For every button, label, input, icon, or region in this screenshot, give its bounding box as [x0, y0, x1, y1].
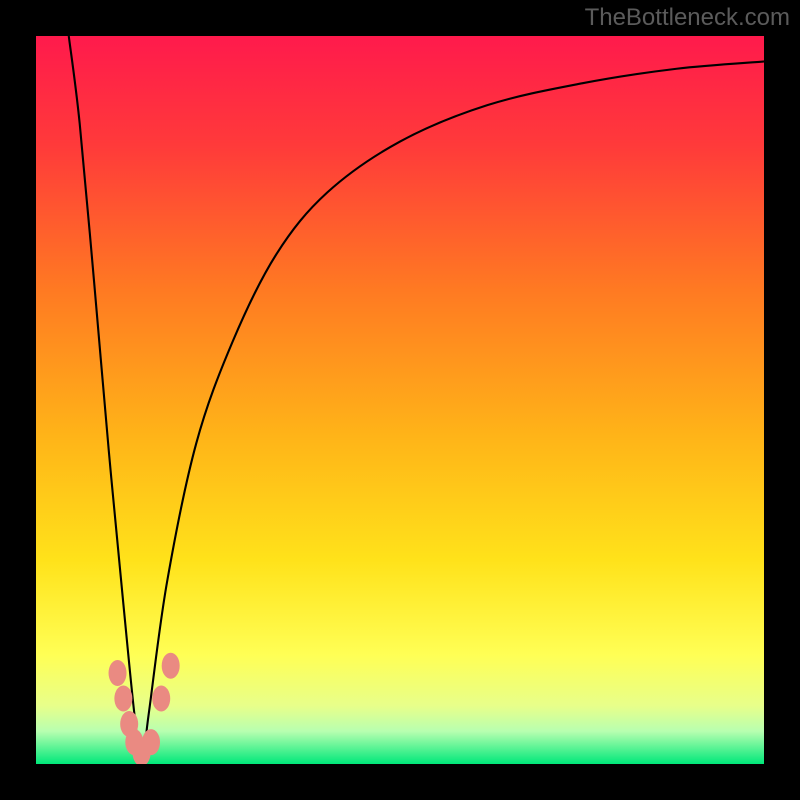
curve-marker [114, 685, 132, 711]
curve-marker [152, 685, 170, 711]
curve-marker [162, 653, 180, 679]
plot-background [36, 36, 764, 764]
chart-svg [0, 0, 800, 800]
watermark-text: TheBottleneck.com [585, 4, 790, 32]
curve-marker [109, 660, 127, 686]
chart-container: TheBottleneck.com [0, 0, 800, 800]
curve-marker [142, 729, 160, 755]
